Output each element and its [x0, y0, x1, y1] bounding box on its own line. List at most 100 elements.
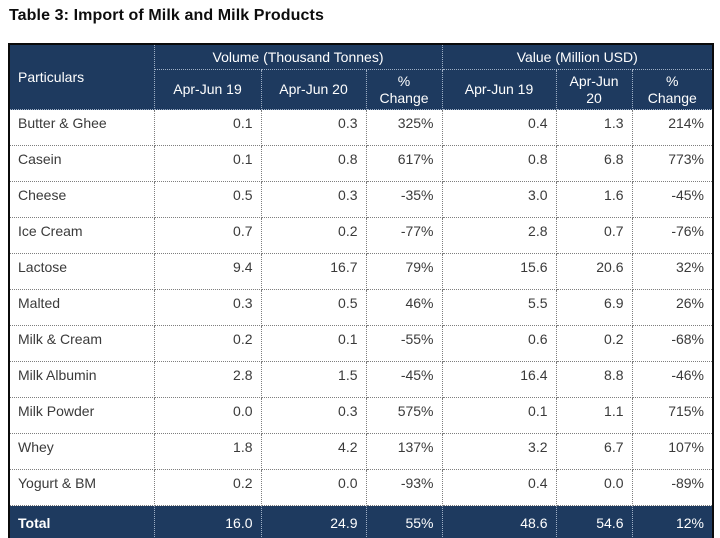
row-value: 0.2	[153, 325, 262, 362]
row-value: -89%	[631, 469, 713, 506]
row-value: 0.0	[555, 469, 633, 506]
row-value: -35%	[365, 181, 443, 218]
column-header-particulars: Particulars	[9, 44, 155, 110]
row-value: 20.6	[555, 253, 633, 290]
table-row: Yogurt & BM 0.2 0.0 -93% 0.4 0.0 -89%	[9, 469, 713, 506]
column-group-value: Value (Million USD)	[441, 44, 713, 70]
table-title: Table 3: Import of Milk and Milk Product…	[9, 7, 324, 24]
row-particular: Yogurt & BM	[9, 469, 155, 506]
row-value: 0.3	[260, 181, 367, 218]
row-value: -45%	[631, 181, 713, 218]
table-row: Milk & Cream 0.2 0.1 -55% 0.6 0.2 -68%	[9, 325, 713, 362]
row-value: 6.9	[555, 289, 633, 326]
total-value: 55%	[365, 505, 443, 538]
row-particular: Ice Cream	[9, 217, 155, 254]
row-particular: Casein	[9, 145, 155, 182]
row-value: -76%	[631, 217, 713, 254]
row-value: -46%	[631, 361, 713, 398]
row-value: 16.4	[441, 361, 557, 398]
row-value: 6.8	[555, 145, 633, 182]
row-value: 0.5	[153, 181, 262, 218]
row-particular: Butter & Ghee	[9, 109, 155, 146]
total-value: 12%	[631, 505, 713, 538]
row-particular: Cheese	[9, 181, 155, 218]
row-value: 0.1	[441, 397, 557, 434]
row-value: 0.2	[153, 469, 262, 506]
row-value: 16.7	[260, 253, 367, 290]
sub-header-2: % Change	[365, 69, 443, 110]
sub-header-4: Apr-Jun 20	[555, 69, 633, 110]
row-value: -93%	[365, 469, 443, 506]
row-value: 0.8	[441, 145, 557, 182]
row-value: 3.2	[441, 433, 557, 470]
total-value: 54.6	[555, 505, 633, 538]
row-value: 715%	[631, 397, 713, 434]
row-value: 0.4	[441, 469, 557, 506]
row-particular: Milk Powder	[9, 397, 155, 434]
table-row: Milk Albumin 2.8 1.5 -45% 16.4 8.8 -46%	[9, 361, 713, 398]
sub-header-0: Apr-Jun 19	[154, 69, 262, 110]
row-value: 0.7	[153, 217, 262, 254]
row-value: 1.1	[555, 397, 633, 434]
row-value: 107%	[631, 433, 713, 470]
sub-header-3: Apr-Jun 19	[441, 69, 557, 110]
row-value: 1.6	[555, 181, 633, 218]
row-particular: Malted	[9, 289, 155, 326]
row-value: 2.8	[441, 217, 557, 254]
row-value: 0.3	[260, 109, 367, 146]
table-row: Milk Powder 0.0 0.3 575% 0.1 1.1 715%	[9, 397, 713, 434]
row-value: 1.8	[153, 433, 262, 470]
row-value: 617%	[365, 145, 443, 182]
row-value: 26%	[631, 289, 713, 326]
row-value: 0.5	[260, 289, 367, 326]
row-particular: Milk & Cream	[9, 325, 155, 362]
row-value: 6.7	[555, 433, 633, 470]
row-value: 0.0	[260, 469, 367, 506]
total-value: 24.9	[260, 505, 367, 538]
total-row: Total 16.0 24.9 55% 48.6 54.6 12%	[9, 505, 713, 538]
table-body: Butter & Ghee 0.1 0.3 325% 0.4 1.3 214% Casein 0…	[9, 109, 713, 538]
table-row: Malted 0.3 0.5 46% 5.5 6.9 26%	[9, 289, 713, 326]
table-row: Ice Cream 0.7 0.2 -77% 2.8 0.7 -76%	[9, 217, 713, 254]
table-row: Cheese 0.5 0.3 -35% 3.0 1.6 -45%	[9, 181, 713, 218]
row-value: 0.2	[555, 325, 633, 362]
row-value: 0.3	[260, 397, 367, 434]
row-value: 325%	[365, 109, 443, 146]
row-value: 3.0	[441, 181, 557, 218]
row-value: 773%	[631, 145, 713, 182]
row-value: -55%	[365, 325, 443, 362]
row-value: 0.1	[260, 325, 367, 362]
row-value: 79%	[365, 253, 443, 290]
row-value: 8.8	[555, 361, 633, 398]
table-row: Lactose 9.4 16.7 79% 15.6 20.6 32%	[9, 253, 713, 290]
row-value: 137%	[365, 433, 443, 470]
row-value: -68%	[631, 325, 713, 362]
row-value: 4.2	[260, 433, 367, 470]
sub-header-row: Apr-Jun 19 Apr-Jun 20% Change Apr-Jun 19 Ap…	[9, 69, 713, 110]
table-row: Whey 1.8 4.2 137% 3.2 6.7 107%	[9, 433, 713, 470]
row-value: 0.4	[441, 109, 557, 146]
row-value: 2.8	[153, 361, 262, 398]
row-value: 5.5	[441, 289, 557, 326]
table-row: Casein 0.1 0.8 617% 0.8 6.8 773%	[9, 145, 713, 182]
row-value: 214%	[631, 109, 713, 146]
row-value: 0.0	[153, 397, 262, 434]
total-value: 16.0	[153, 505, 262, 538]
row-value: 0.2	[260, 217, 367, 254]
row-value: 575%	[365, 397, 443, 434]
row-value: 1.3	[555, 109, 633, 146]
group-header-row: Particulars Volume (Thousand Tonnes) Val…	[9, 44, 713, 110]
row-value: 0.7	[555, 217, 633, 254]
table-row: Butter & Ghee 0.1 0.3 325% 0.4 1.3 214%	[9, 109, 713, 146]
row-value: -77%	[365, 217, 443, 254]
sub-header-1: Apr-Jun 20	[260, 69, 367, 110]
row-value: 0.1	[153, 145, 262, 182]
row-particular: Milk Albumin	[9, 361, 155, 398]
row-value: 0.6	[441, 325, 557, 362]
column-group-volume: Volume (Thousand Tonnes)	[153, 44, 443, 70]
row-value: 32%	[631, 253, 713, 290]
row-value: 1.5	[260, 361, 367, 398]
sub-header-5: % Change	[631, 69, 713, 110]
row-value: -45%	[365, 361, 443, 398]
